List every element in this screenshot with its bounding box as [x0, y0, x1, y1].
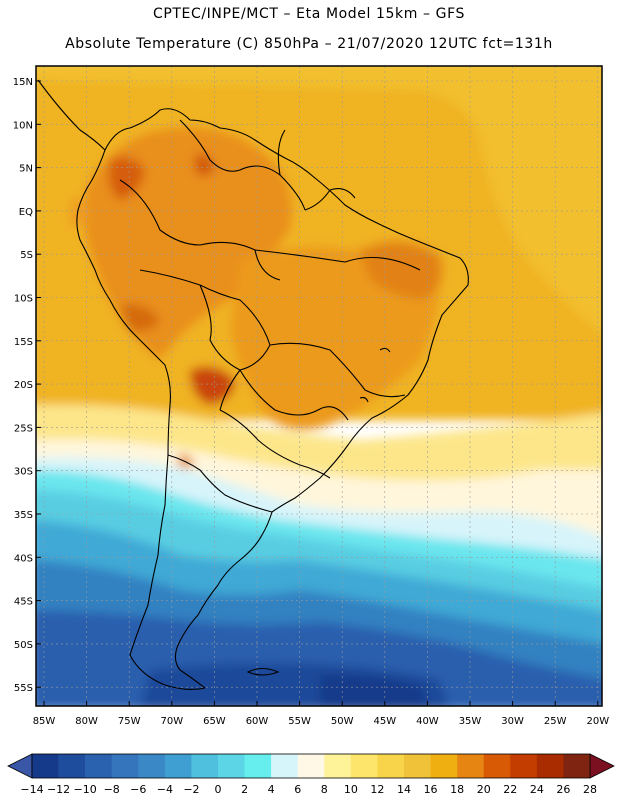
colorbar-swatch [111, 754, 139, 778]
colorbar-swatch [457, 754, 485, 778]
colorbar-swatch [430, 754, 458, 778]
colorbar-label: 10 [344, 783, 358, 796]
longitude-labels: 85W 80W 75W 70W 65W 60W 55W 50W 45W 40W 35W 30W 25W 2… [33, 701, 609, 727]
colorbar-swatch [218, 754, 245, 778]
colorbar-label: −14 [20, 783, 43, 796]
lat-label: 35S [14, 510, 33, 521]
colorbar-swatch [271, 754, 299, 778]
colorbar-swatch [164, 754, 192, 778]
colorbar-label: 28 [583, 783, 597, 796]
colorbar-label: 24 [530, 783, 544, 796]
lon-label: 50W [331, 716, 354, 727]
lat-label: 40S [14, 553, 33, 564]
colorbar-swatch [138, 754, 166, 778]
lat-label: 10N [13, 120, 33, 131]
colorbar-swatch [350, 754, 378, 778]
colorbar-swatch [58, 754, 86, 778]
lat-label: 15S [14, 337, 33, 348]
lat-label: 10S [14, 294, 33, 305]
colorbar-label: 22 [503, 783, 517, 796]
lat-label: EQ [19, 207, 33, 218]
colorbar-swatch [483, 754, 511, 778]
country-borders [37, 79, 469, 691]
colorbar-swatch [297, 754, 325, 778]
lon-label: 55W [288, 716, 311, 727]
lon-label: 40W [416, 716, 439, 727]
lat-label: 25S [14, 423, 33, 434]
colorbar-label: 26 [556, 783, 570, 796]
colorbar-label: 2 [241, 783, 248, 796]
lon-label: 75W [118, 716, 141, 727]
colorbar-label: −4 [157, 783, 173, 796]
colorbar-label: −10 [74, 783, 97, 796]
colorbar-swatch [377, 754, 405, 778]
lat-label: 30S [14, 467, 33, 478]
colorbar-swatch [404, 754, 431, 778]
lon-label: 65W [203, 716, 226, 727]
chart-subtitle: Absolute Temperature (C) 850hPa – 21/07/… [65, 36, 553, 52]
lat-label: 55S [14, 683, 33, 694]
lat-label: 5S [20, 250, 33, 261]
colorbar-label: −8 [104, 783, 120, 796]
colorbar-label: 16 [424, 783, 438, 796]
lat-lon-grid [36, 66, 602, 706]
colorbar-label: 6 [294, 783, 301, 796]
lat-label: 45S [14, 597, 33, 608]
colorbar-swatch [244, 754, 272, 778]
lon-label: 85W [33, 716, 56, 727]
lat-label: 20S [14, 380, 33, 391]
latitude-labels: 15N 10N 5N EQ 5S 10S 15S 20S 25S 30S 35S 40S 45S 50S 5… [13, 77, 41, 694]
lat-label: 5N [19, 164, 33, 175]
colorbar-swatch [191, 754, 219, 778]
colorbar-label: −2 [183, 783, 199, 796]
colorbar-swatch [536, 754, 564, 778]
lon-label: 25W [544, 716, 567, 727]
lat-label: 15N [13, 77, 33, 88]
colorbar-label: 14 [397, 783, 411, 796]
colorbar-label: 4 [268, 783, 275, 796]
colorbar-label: 12 [370, 783, 384, 796]
colorbar-label: 0 [215, 783, 222, 796]
colorbar-label: 20 [477, 783, 491, 796]
map-frame [35, 65, 603, 707]
lon-label: 60W [246, 716, 269, 727]
colorbar-under-arrow [7, 753, 33, 779]
colorbar-label: 18 [450, 783, 464, 796]
colorbar-over-arrow [589, 753, 615, 779]
lon-label: 30W [501, 716, 524, 727]
colorbar-label: 8 [321, 783, 328, 796]
colorbar-swatch [563, 754, 591, 778]
lon-label: 45W [373, 716, 396, 727]
colorbar-swatch [85, 754, 113, 778]
colorbar-frame [31, 753, 591, 779]
colorbar-swatch [324, 754, 352, 778]
lon-label: 70W [160, 716, 183, 727]
colorbar-label: −6 [130, 783, 146, 796]
lon-label: 80W [75, 716, 98, 727]
chart-title: CPTEC/INPE/MCT – Eta Model 15km – GFS [152, 6, 466, 22]
lon-label: 35W [459, 716, 482, 727]
colorbar-label: −12 [47, 783, 70, 796]
temperature-field [36, 66, 602, 706]
colorbar-swatch [510, 754, 538, 778]
lat-label: 50S [14, 640, 33, 651]
lon-label: 20W [586, 716, 609, 727]
colorbar-swatch [32, 754, 59, 778]
colorbar: −14 −12 −10 −8 −6 −4 −2 0 2 4 6 8 10 12 14 16 18 20 22 24 26… [7, 753, 615, 796]
